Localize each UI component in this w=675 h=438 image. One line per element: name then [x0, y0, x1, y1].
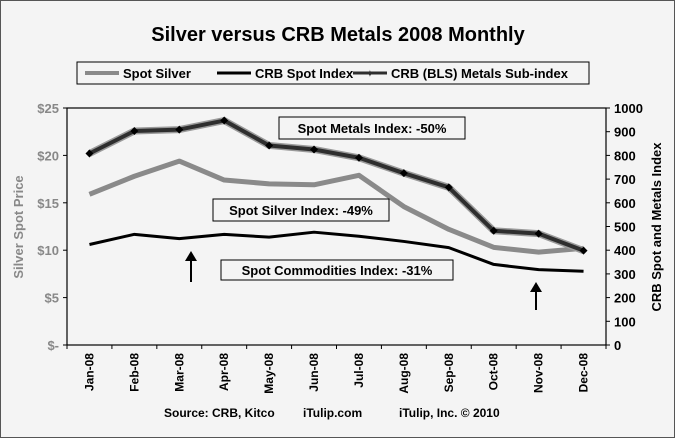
metals-point [310, 145, 319, 154]
x-tick-label: May-08 [262, 353, 276, 394]
legend-label-silver: Spot Silver [123, 66, 191, 81]
series-line-0 [88, 158, 584, 255]
metals-point [399, 169, 408, 178]
x-tick-label: Jan-08 [82, 353, 96, 391]
x-tick-label: Sep-08 [442, 353, 456, 393]
metals-point [579, 246, 588, 255]
y-left-tick-label: $15 [37, 196, 59, 211]
x-tick-label: Dec-08 [577, 353, 591, 393]
metals-point [130, 126, 139, 135]
series-line-1 [89, 230, 584, 273]
y-left-tick-label: $- [47, 338, 59, 353]
y-right-tick-label: 900 [614, 125, 636, 140]
y-right-tick-label: 0 [614, 338, 621, 353]
annotation-silver: Spot Silver Index: -49% [212, 198, 390, 222]
y-left-tick-label: $10 [37, 243, 59, 258]
annotation-metals-text: Spot Metals Index: -50% [298, 121, 447, 136]
annotation-metals: Spot Metals Index: -50% [278, 116, 466, 140]
arrow-nov [530, 282, 542, 310]
chart-title: Silver versus CRB Metals 2008 Monthly [151, 24, 525, 46]
y-axis-right-label: CRB Spot and Metals Index [649, 142, 664, 312]
annotation-commodities: Spot Commodities Index: -31% [220, 259, 454, 281]
y-right-tick-label: 300 [614, 267, 636, 282]
y-right-tick-label: 200 [614, 291, 636, 306]
x-tick-label: Jul-08 [352, 353, 366, 388]
y-left-tick-label: $5 [45, 291, 59, 306]
arrow-mar [185, 251, 197, 282]
y-right-tick-label: 1000 [614, 101, 643, 116]
metals-point [220, 116, 229, 125]
metals-point [489, 226, 498, 235]
metals-point [534, 229, 543, 238]
x-tick-label: Aug-08 [397, 353, 411, 394]
annotation-silver-text: Spot Silver Index: -49% [229, 203, 373, 218]
footer-site: iTulip.com [303, 406, 362, 420]
metals-point [175, 125, 184, 134]
y-left-tick-label: $20 [37, 148, 59, 163]
metals-point [444, 183, 453, 192]
axes: $- $5 $10 $15 $20 $25 0 100 200 300 400 500 600 700 80… [37, 101, 643, 394]
metals-point [85, 149, 94, 158]
x-tick-label: Jun-08 [307, 353, 321, 392]
x-tick-label: Oct-08 [487, 353, 501, 391]
y-right-tick-label: 100 [614, 314, 636, 329]
legend-label-metals: CRB (BLS) Metals Sub-index [391, 66, 569, 81]
footer-copyright: iTulip, Inc. © 2010 [399, 406, 500, 420]
y-left-tick-label: $25 [37, 101, 59, 116]
annotation-commodities-text: Spot Commodities Index: -31% [242, 263, 433, 278]
x-tick-label: Mar-08 [172, 353, 186, 392]
y-right-tick-label: 400 [614, 243, 636, 258]
footer-source: Source: CRB, Kitco [164, 406, 275, 420]
legend-label-crb: CRB Spot Index [255, 66, 354, 81]
series-line-2 [88, 118, 585, 253]
y-right-tick-label: 700 [614, 172, 636, 187]
y-axis-left-label: Silver Spot Price [11, 175, 26, 278]
x-tick-label: Nov-08 [532, 353, 546, 393]
plot-area [66, 107, 607, 346]
y-right-tick-label: 800 [614, 148, 636, 163]
series-layer [85, 116, 588, 273]
metals-point [265, 141, 274, 150]
y-right-tick-label: 600 [614, 196, 636, 211]
x-tick-label: Feb-08 [127, 353, 141, 392]
x-tick-label: Apr-08 [217, 353, 231, 391]
metals-point [354, 153, 363, 162]
y-right-tick-label: 500 [614, 220, 636, 235]
legend-marker-metals: ✦ [366, 69, 374, 80]
legend: Spot Silver CRB Spot Index ✦ CRB (BLS) M… [76, 61, 590, 85]
